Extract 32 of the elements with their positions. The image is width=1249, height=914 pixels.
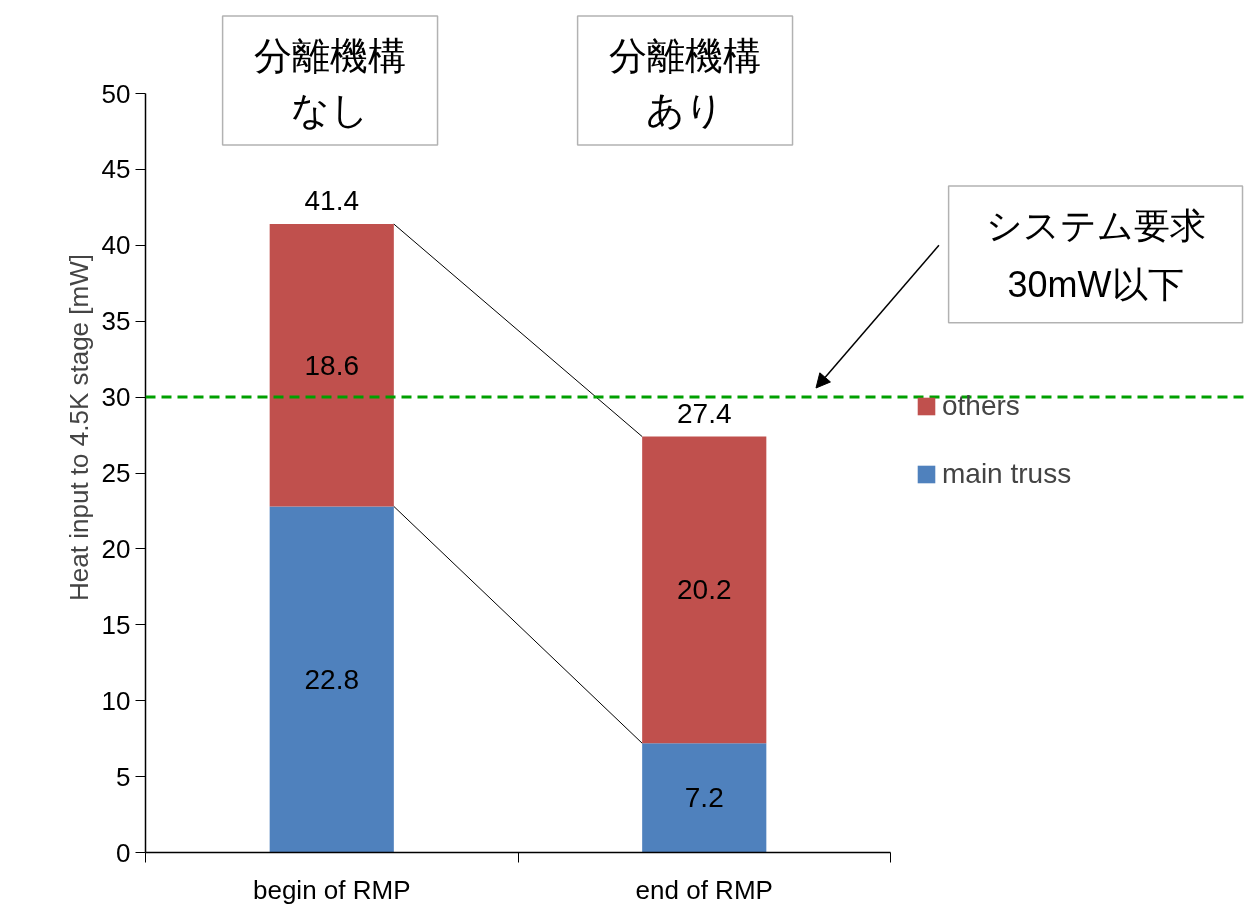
text: 30mW以下 [1007,264,1184,306]
y-tick-label: 30 [101,382,131,413]
y-tick-label: 25 [101,458,131,488]
y-tick-label: 0 [116,837,131,868]
y-tick-label: 5 [116,761,131,792]
y-tick-label: 15 [101,609,131,640]
bar [642,436,767,744]
y-tick-label: 40 [101,230,131,261]
text: 分離機構 [609,34,762,77]
bar [642,743,767,853]
x-tick-label: begin of RMP [252,874,411,905]
y-tick-label: 35 [101,306,131,337]
data-label: 22.8 [304,663,359,695]
y-tick-label: 50 [101,78,131,109]
legend-label: others [942,390,1020,422]
y-tick-label: 10 [101,685,131,716]
data-label: 20.2 [677,574,732,606]
annotation: なし [291,89,370,132]
bar [269,224,394,507]
data-label: 18.6 [304,349,359,381]
legend-label: main truss [942,458,1072,490]
y-tick-label: 20 [101,533,131,564]
text: システム要求 [985,205,1206,247]
total-label: 41.4 [304,185,359,217]
y-axis-title: Heat input to 4.5K stage [mW] [63,254,94,601]
x-tick-label: end of RMP [635,874,773,905]
total-label: 27.4 [677,397,732,429]
data-label: 7.2 [684,782,724,814]
text: 分離機構 [254,34,407,77]
y-tick-label: 45 [101,154,131,185]
annotation: あり [646,89,725,132]
bar [269,506,394,853]
